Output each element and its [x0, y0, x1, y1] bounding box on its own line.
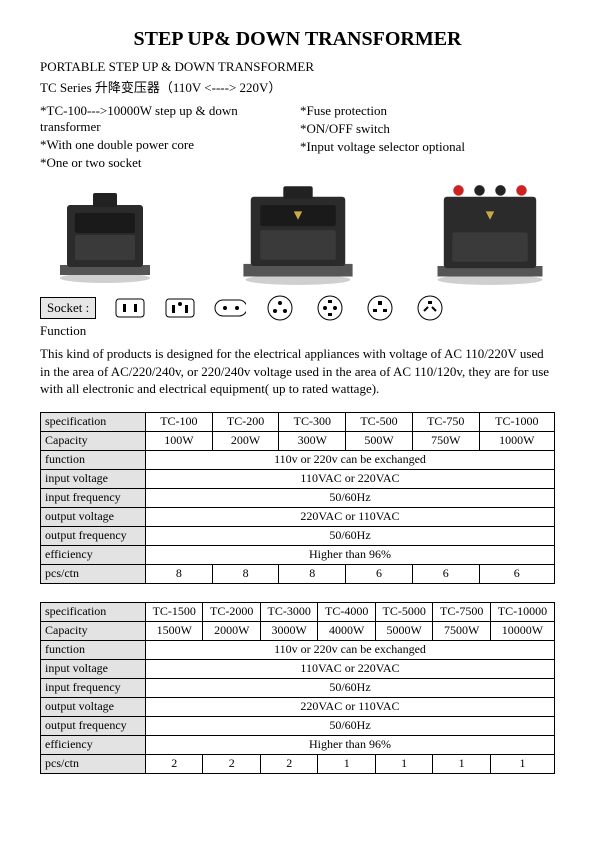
- socket-row: Socket :: [40, 297, 555, 319]
- socket-icon-a: [114, 298, 146, 318]
- t1-pcs4: 6: [412, 564, 479, 583]
- t2-ov: 220VAC or 110VAC: [146, 697, 555, 716]
- t1-eff: Higher than 96%: [146, 545, 555, 564]
- function-label: Function: [40, 323, 555, 339]
- t2-cap4: 5000W: [375, 621, 432, 640]
- socket-icon-b: [164, 298, 196, 318]
- t2-pcs6: 1: [490, 754, 554, 773]
- socket-icon-c: [214, 298, 246, 318]
- t2-label-ov: output voltage: [41, 697, 146, 716]
- t2-of: 50/60Hz: [146, 716, 555, 735]
- t1-func: 110v or 220v can be exchanged: [146, 450, 555, 469]
- t2-h4: TC-5000: [375, 602, 432, 621]
- t1-label-func: function: [41, 450, 146, 469]
- socket-icon-f: [364, 298, 396, 318]
- t1-cap4: 750W: [412, 431, 479, 450]
- t2-h1: TC-2000: [203, 602, 260, 621]
- t2-label-pcs: pcs/ctn: [41, 754, 146, 773]
- t1-label-of: output frequency: [41, 526, 146, 545]
- t2-cap0: 1500W: [146, 621, 203, 640]
- t1-label-iv: input voltage: [41, 469, 146, 488]
- t1-cap1: 200W: [212, 431, 279, 450]
- t1-cap2: 300W: [279, 431, 346, 450]
- t2-cap2: 3000W: [260, 621, 317, 640]
- t2-label-eff: efficiency: [41, 735, 146, 754]
- t1-h1: TC-200: [212, 412, 279, 431]
- function-description: This kind of products is designed for th…: [40, 345, 555, 398]
- feature-left-2: *One or two socket: [40, 155, 300, 171]
- t1-cap3: 500W: [346, 431, 413, 450]
- spec-table-1: specification TC-100 TC-200 TC-300 TC-50…: [40, 412, 555, 584]
- product-images-row: [40, 182, 555, 287]
- t2-pcs5: 1: [433, 754, 490, 773]
- t2-pcs4: 1: [375, 754, 432, 773]
- t1-pcs3: 6: [346, 564, 413, 583]
- t1-label-cap: Capacity: [41, 431, 146, 450]
- t2-eff: Higher than 96%: [146, 735, 555, 754]
- t2-cap6: 10000W: [490, 621, 554, 640]
- t1-pcs0: 8: [146, 564, 213, 583]
- t1-pcs1: 8: [212, 564, 279, 583]
- t2-iv: 110VAC or 220VAC: [146, 659, 555, 678]
- t1-label-spec: specification: [41, 412, 146, 431]
- t1-ov: 220VAC or 110VAC: [146, 507, 555, 526]
- t2-cap3: 4000W: [318, 621, 375, 640]
- t1-h5: TC-1000: [479, 412, 554, 431]
- t2-label-spec: specification: [41, 602, 146, 621]
- t2-cap1: 2000W: [203, 621, 260, 640]
- t1-if: 50/60Hz: [146, 488, 555, 507]
- t2-h2: TC-3000: [260, 602, 317, 621]
- t2-pcs3: 1: [318, 754, 375, 773]
- t2-label-func: function: [41, 640, 146, 659]
- feature-left-1: *With one double power core: [40, 137, 300, 153]
- t2-pcs1: 2: [203, 754, 260, 773]
- subtitle: PORTABLE STEP UP & DOWN TRANSFORMER: [40, 59, 555, 75]
- product-image-2: [233, 182, 363, 287]
- t1-h2: TC-300: [279, 412, 346, 431]
- t1-h3: TC-500: [346, 412, 413, 431]
- t1-h4: TC-750: [412, 412, 479, 431]
- t2-h5: TC-7500: [433, 602, 490, 621]
- t1-label-if: input frequency: [41, 488, 146, 507]
- spec-table-2: specification TC-1500 TC-2000 TC-3000 TC…: [40, 602, 555, 774]
- t1-pcs2: 8: [279, 564, 346, 583]
- t2-pcs0: 2: [146, 754, 203, 773]
- t1-label-pcs: pcs/ctn: [41, 564, 146, 583]
- features-block: *TC-100--->10000W step up & down transfo…: [40, 102, 555, 172]
- socket-icon-e: [314, 298, 346, 318]
- t2-h6: TC-10000: [490, 602, 554, 621]
- socket-icon-d: [264, 298, 296, 318]
- t1-iv: 110VAC or 220VAC: [146, 469, 555, 488]
- t1-cap0: 100W: [146, 431, 213, 450]
- socket-icon-g: [414, 298, 446, 318]
- socket-label: Socket :: [40, 297, 96, 319]
- t2-label-iv: input voltage: [41, 659, 146, 678]
- feature-right-1: *ON/OFF switch: [300, 121, 555, 137]
- t2-label-cap: Capacity: [41, 621, 146, 640]
- t2-h0: TC-1500: [146, 602, 203, 621]
- product-image-3: [425, 182, 555, 287]
- product-image-1: [40, 182, 170, 287]
- t2-func: 110v or 220v can be exchanged: [146, 640, 555, 659]
- t2-h3: TC-4000: [318, 602, 375, 621]
- feature-left-0: *TC-100--->10000W step up & down transfo…: [40, 103, 300, 135]
- t2-pcs2: 2: [260, 754, 317, 773]
- t1-pcs5: 6: [479, 564, 554, 583]
- t1-cap5: 1000W: [479, 431, 554, 450]
- t2-if: 50/60Hz: [146, 678, 555, 697]
- feature-right-0: *Fuse protection: [300, 103, 555, 119]
- series-line: TC Series 升降变压器（110V <----> 220V）: [40, 77, 555, 96]
- t1-h0: TC-100: [146, 412, 213, 431]
- t1-label-eff: efficiency: [41, 545, 146, 564]
- t1-label-ov: output voltage: [41, 507, 146, 526]
- t2-label-if: input frequency: [41, 678, 146, 697]
- page-title: STEP UP& DOWN TRANSFORMER: [40, 28, 555, 51]
- t1-of: 50/60Hz: [146, 526, 555, 545]
- t2-cap5: 7500W: [433, 621, 490, 640]
- feature-right-2: *Input voltage selector optional: [300, 139, 555, 155]
- t2-label-of: output frequency: [41, 716, 146, 735]
